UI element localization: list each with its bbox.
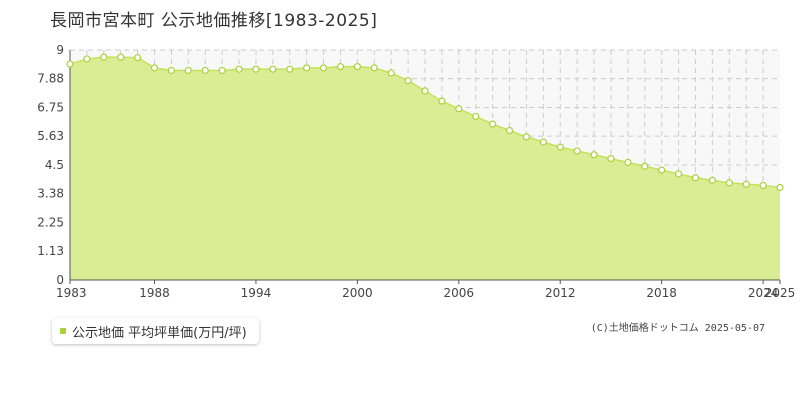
legend-label: 公示地価 平均坪単価(万円/坪) <box>72 325 247 341</box>
data-point <box>522 133 531 141</box>
chart-title: 長岡市宮本町 公示地価推移[1983-2025] <box>50 11 378 31</box>
data-point <box>83 55 91 63</box>
data-point <box>691 174 700 182</box>
x-tick-label: 1994 <box>241 286 272 300</box>
data-point <box>353 63 361 71</box>
data-point <box>66 60 74 68</box>
y-tick-label: 4.5 <box>45 158 64 172</box>
y-tick-label: 1.13 <box>37 244 64 258</box>
data-point <box>387 69 395 77</box>
data-point <box>708 176 716 184</box>
data-point <box>252 65 260 73</box>
data-point <box>286 65 294 73</box>
legend-marker-icon <box>60 328 66 334</box>
data-point <box>218 66 226 75</box>
data-point <box>370 64 378 72</box>
data-point <box>607 155 615 163</box>
data-point <box>725 179 733 187</box>
data-point <box>438 97 446 105</box>
data-point <box>590 151 598 159</box>
x-tick-label: 2012 <box>545 286 576 300</box>
data-point <box>776 183 784 192</box>
data-point <box>573 147 581 155</box>
y-tick-label: 6.75 <box>37 101 64 115</box>
data-point <box>404 77 412 85</box>
y-tick-label: 7.88 <box>37 72 64 86</box>
data-point <box>505 126 514 135</box>
series-area <box>70 57 780 280</box>
x-tick-label: 2024 <box>748 286 779 300</box>
copyright-text: (C)土地価格ドットコム 2025-05-07 <box>590 323 765 334</box>
legend: 公示地価 平均坪単価(万円/坪) <box>52 318 259 344</box>
data-point <box>674 170 683 178</box>
data-point <box>539 138 547 146</box>
data-point <box>472 112 480 121</box>
data-point <box>759 181 767 190</box>
data-point <box>269 65 277 73</box>
data-point <box>167 66 176 75</box>
data-point <box>150 64 159 72</box>
data-point <box>235 65 243 73</box>
data-point <box>303 64 311 72</box>
data-point <box>556 143 564 151</box>
data-point <box>117 53 125 61</box>
x-tick-label: 2018 <box>646 286 677 300</box>
data-point <box>742 180 750 188</box>
data-point <box>336 63 345 71</box>
y-tick-label: 5.63 <box>37 129 64 143</box>
data-point <box>624 158 632 167</box>
data-point <box>134 54 142 62</box>
data-point <box>201 66 209 75</box>
x-tick-label: 1988 <box>139 286 170 300</box>
data-point <box>184 66 192 75</box>
y-tick-label: 0 <box>56 273 64 287</box>
y-tick-label: 9 <box>56 43 64 57</box>
data-point <box>100 53 108 61</box>
data-point <box>455 105 463 113</box>
data-point <box>641 162 649 170</box>
x-tick-label: 1983 <box>56 286 87 300</box>
x-tick-label: 2025 <box>765 286 796 300</box>
x-tick-label: 2006 <box>444 286 475 300</box>
y-tick-label: 2.25 <box>37 216 64 230</box>
data-point <box>658 166 666 174</box>
data-point <box>421 87 429 95</box>
x-tick-label: 2000 <box>342 286 373 300</box>
y-tick-label: 3.38 <box>37 187 64 201</box>
data-point <box>319 64 328 72</box>
data-point <box>489 120 497 128</box>
